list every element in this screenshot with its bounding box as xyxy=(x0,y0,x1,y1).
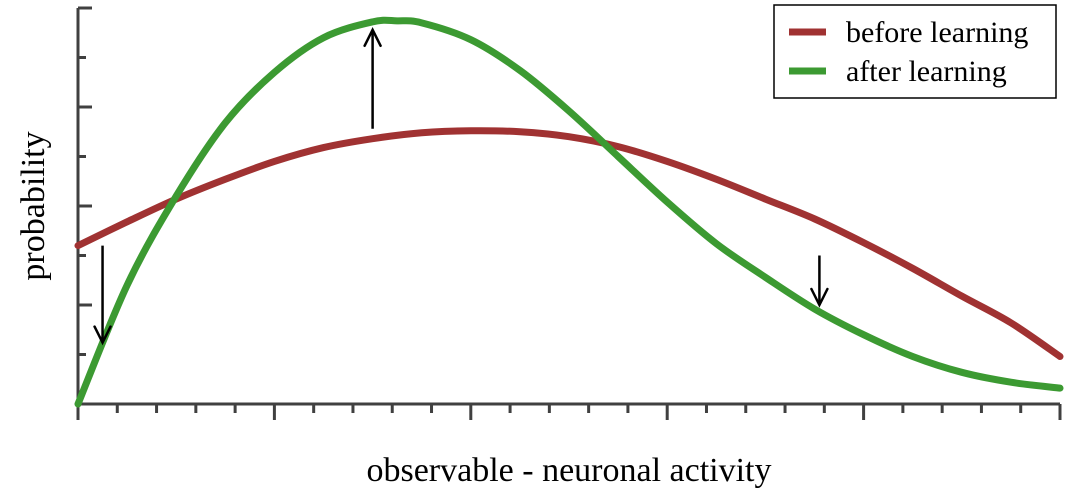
legend-box xyxy=(773,4,1057,99)
legend-label-after-learning: after learning xyxy=(846,55,1007,88)
y-axis-label: probability xyxy=(15,131,52,280)
legend-label-before-learning: before learning xyxy=(846,16,1028,49)
series-curves xyxy=(74,16,1064,408)
y-ticks xyxy=(78,6,92,406)
annotation-arrow-down-head xyxy=(93,325,112,346)
legend: before learning after learning xyxy=(773,4,1057,99)
series-line-before-learning xyxy=(74,127,1064,360)
x-ticks xyxy=(76,404,1062,420)
annotation-arrow-up-head xyxy=(363,26,382,48)
annotation-arrows xyxy=(93,26,829,346)
x-axis-label: observable - neuronal activity xyxy=(366,452,771,489)
series-line-after-learning xyxy=(74,16,1064,408)
annotation-arrow-down-head xyxy=(810,287,829,308)
